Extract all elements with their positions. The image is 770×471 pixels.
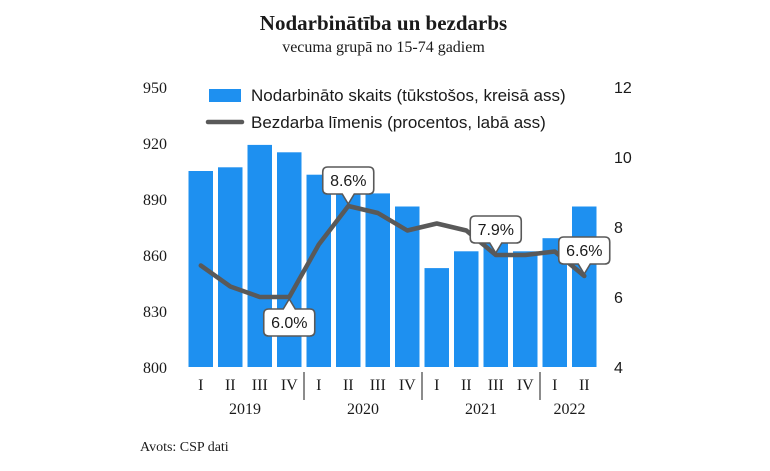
chart-source: Avots: CSP dati bbox=[140, 440, 229, 455]
right-tick-12: 12 bbox=[614, 80, 632, 97]
left-tick-890: 890 bbox=[143, 192, 167, 209]
bar-6 bbox=[365, 193, 390, 367]
annotation-box-3 bbox=[262, 297, 316, 337]
right-tick-6: 6 bbox=[614, 290, 623, 307]
bar-11 bbox=[513, 251, 538, 367]
year-label-2021: 2021 bbox=[465, 401, 497, 418]
category-label-5: II bbox=[343, 377, 354, 394]
right-tick-8: 8 bbox=[614, 220, 623, 237]
annotation-label-5: 8.6% bbox=[330, 173, 366, 190]
category-label-2: III bbox=[252, 377, 268, 394]
category-label-4: I bbox=[316, 377, 321, 394]
annotation-box-13 bbox=[557, 236, 611, 276]
bar-7 bbox=[395, 206, 420, 367]
right-tick-4: 4 bbox=[614, 360, 623, 377]
year-label-2019: 2019 bbox=[229, 401, 261, 418]
unemployment-line bbox=[198, 203, 587, 300]
legend-label-line: Bezdarba līmenis (procentos, labā ass) bbox=[251, 113, 546, 132]
category-label-3: IV bbox=[281, 377, 298, 394]
category-label-1: II bbox=[225, 377, 236, 394]
bar-13 bbox=[572, 206, 597, 367]
category-label-11: IV bbox=[517, 377, 534, 394]
bar-8 bbox=[424, 268, 449, 367]
category-label-12: I bbox=[552, 377, 557, 394]
year-label-2020: 2020 bbox=[347, 401, 379, 418]
category-label-6: III bbox=[370, 377, 386, 394]
bar-1 bbox=[218, 167, 243, 367]
legend-swatch-bar bbox=[209, 89, 241, 102]
left-tick-860: 860 bbox=[143, 248, 167, 265]
annotation-label-3: 6.0% bbox=[271, 315, 307, 332]
category-label-13: II bbox=[579, 377, 590, 394]
left-tick-920: 920 bbox=[143, 136, 167, 153]
right-tick-10: 10 bbox=[614, 150, 632, 167]
chart-subtitle: vecuma grupā no 15-74 gadiem bbox=[282, 39, 485, 56]
category-label-7: IV bbox=[399, 377, 416, 394]
left-tick-800: 800 bbox=[143, 360, 167, 377]
year-label-2022: 2022 bbox=[554, 401, 586, 418]
left-tick-950: 950 bbox=[143, 80, 167, 97]
category-label-9: II bbox=[461, 377, 472, 394]
legend-label-bar: Nodarbināto skaits (tūkstošos, kreisā as… bbox=[251, 86, 566, 105]
annotation-box-5 bbox=[321, 166, 375, 206]
annotation-box-10 bbox=[469, 215, 523, 255]
annotation-label-13: 6.6% bbox=[566, 243, 602, 260]
category-label-8: I bbox=[434, 377, 439, 394]
category-label-0: I bbox=[198, 377, 203, 394]
category-label-10: III bbox=[488, 377, 504, 394]
chart-title: Nodarbinātība un bezdarbs bbox=[259, 11, 508, 35]
left-tick-830: 830 bbox=[143, 304, 167, 321]
annotation-label-10: 7.9% bbox=[478, 222, 514, 239]
bar-9 bbox=[454, 251, 479, 367]
bar-4 bbox=[306, 174, 331, 367]
bar-10 bbox=[483, 240, 508, 367]
